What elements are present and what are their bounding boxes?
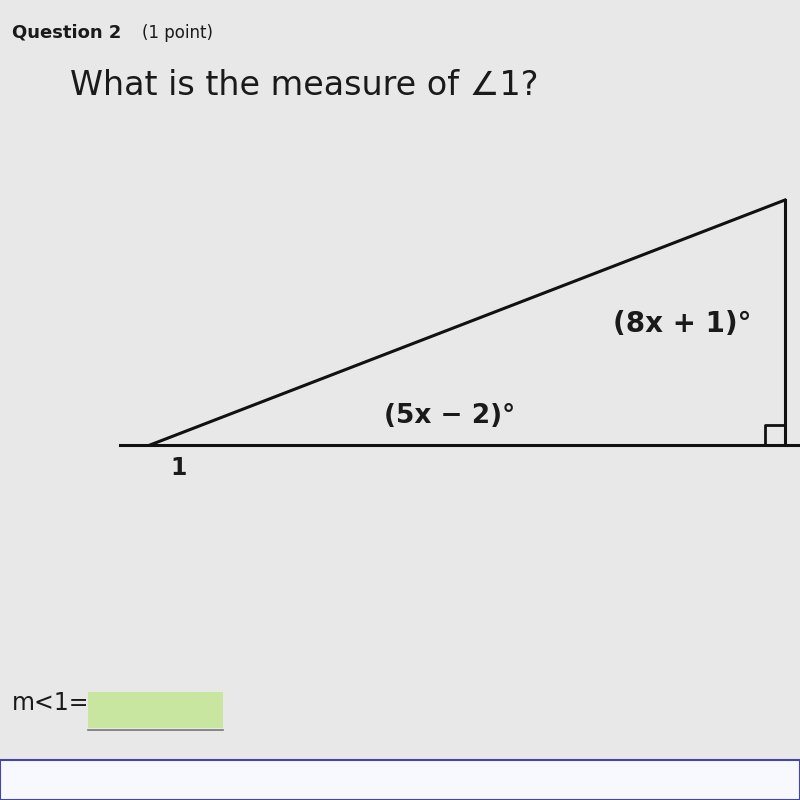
Text: 1: 1 bbox=[170, 456, 186, 480]
Text: (1 point): (1 point) bbox=[142, 24, 213, 42]
Text: What is the measure of ∠1?: What is the measure of ∠1? bbox=[70, 69, 538, 102]
Text: (5x − 2)°: (5x − 2)° bbox=[384, 403, 516, 429]
FancyBboxPatch shape bbox=[0, 760, 800, 800]
Text: m<1=: m<1= bbox=[12, 691, 90, 715]
Text: (8x + 1)°: (8x + 1)° bbox=[613, 310, 751, 338]
FancyBboxPatch shape bbox=[88, 692, 223, 728]
Text: Question 2: Question 2 bbox=[12, 24, 122, 42]
